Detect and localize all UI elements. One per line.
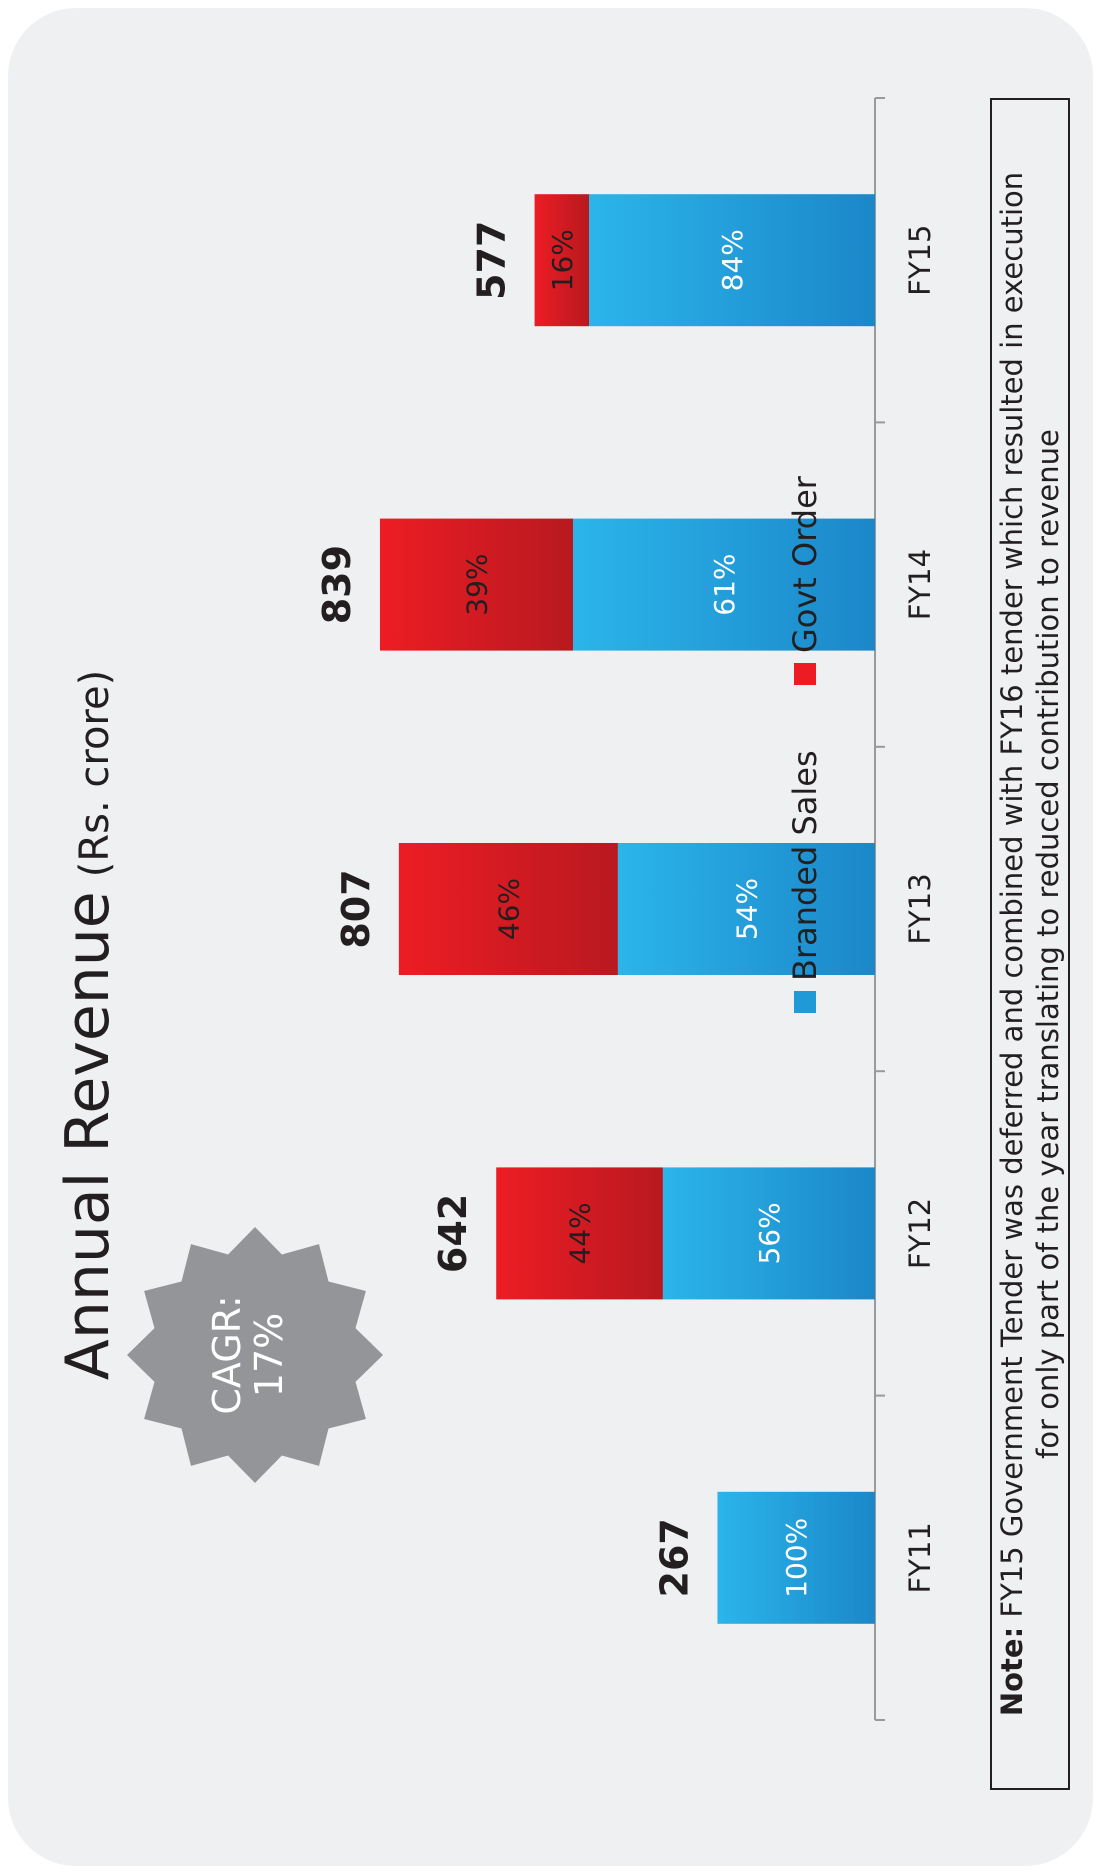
label-branded-FY12: 56% (753, 1202, 786, 1264)
cagr-badge-label: CAGR: (205, 1295, 249, 1414)
note-line-1: Note: FY15 Government Tender was deferre… (994, 172, 1030, 1716)
note-label: Note: (995, 1626, 1029, 1717)
chart-title-text: Annual Revenue (53, 891, 123, 1380)
total-label-FY14: 839 (315, 545, 359, 624)
label-branded-FY13: 54% (730, 878, 763, 940)
total-label-FY15: 577 (470, 221, 514, 300)
total-label-FY11: 267 (652, 1518, 696, 1597)
bar-branded-FY14 (573, 518, 875, 651)
label-govt-FY12: 44% (564, 1202, 597, 1264)
cagr-badge-shape (127, 1227, 383, 1483)
cagr-badge: CAGR: 17% (127, 1227, 383, 1483)
bar-series (379, 194, 876, 1624)
bar-govt-FY14 (379, 518, 574, 651)
bar-govt-FY15 (534, 194, 590, 327)
note-box: Note: FY15 Government Tender was deferre… (990, 98, 1070, 1790)
chart-title: Annual Revenue (Rs. crore) (53, 670, 123, 1380)
label-govt-FY14: 39% (461, 553, 494, 615)
legend-swatch-branded (794, 991, 816, 1013)
label-branded-FY11: 100% (780, 1518, 813, 1598)
legend-label-branded: Branded Sales (786, 750, 824, 981)
legend-label-govt: Govt Order (786, 475, 824, 653)
label-govt-FY13: 46% (492, 878, 525, 940)
legend-swatch-govt (794, 663, 816, 685)
x-axis (874, 97, 885, 1721)
label-branded-FY15: 84% (716, 229, 749, 291)
chart-title-unit: (Rs. crore) (72, 670, 118, 877)
bar-govt-FY13 (398, 843, 618, 975)
bar-branded-FY13 (617, 843, 875, 975)
legend: Branded Sales Govt Order (786, 475, 824, 1013)
bar-branded-FY15 (589, 194, 876, 327)
note-text-2: for only part of the year translating to… (1031, 429, 1065, 1459)
bar-branded-FY11 (717, 1491, 875, 1624)
label-branded-FY14: 61% (708, 553, 741, 615)
label-govt-FY15: 16% (546, 229, 579, 291)
data-labels: 100% 267 FY11 56% 44% 642 FY12 54% 46% 807 FY13 61%… (315, 221, 937, 1598)
total-label-FY13: 807 (334, 869, 378, 948)
category-label-FY11: FY11 (903, 1522, 937, 1593)
category-label-FY13: FY13 (903, 873, 937, 944)
cagr-badge-value: 17% (247, 1313, 291, 1397)
category-label-FY12: FY12 (903, 1198, 937, 1269)
category-label-FY15: FY15 (903, 225, 937, 296)
note-text-1: FY15 Government Tender was deferred and … (995, 171, 1029, 1618)
bar-govt-FY12 (496, 1167, 663, 1300)
category-label-FY14: FY14 (903, 549, 937, 620)
bar-branded-FY12 (662, 1167, 875, 1300)
total-label-FY12: 642 (431, 1194, 475, 1273)
